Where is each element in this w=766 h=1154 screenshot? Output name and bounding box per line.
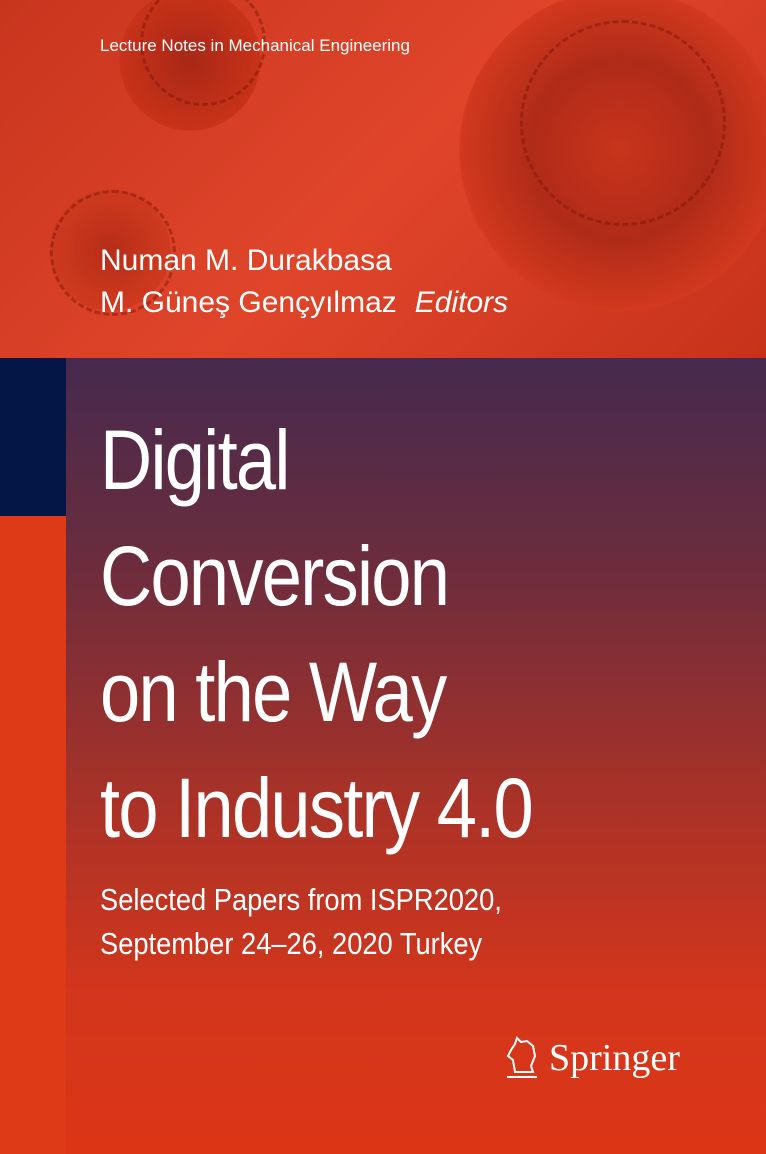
subtitle-line: September 24–26, 2020 Turkey: [100, 926, 483, 961]
navy-block: [0, 358, 66, 516]
series-name: Lecture Notes in Mechanical Engineering: [100, 36, 410, 55]
title-line: Digital: [100, 413, 290, 507]
title-panel: [66, 358, 766, 1154]
editor-name: Numan M. Durakbasa: [100, 244, 392, 277]
title-line: on the Way: [100, 645, 447, 739]
gear-icon: [520, 20, 726, 226]
title-line: Conversion: [100, 529, 450, 623]
editors-label: Editors: [414, 286, 509, 319]
subtitle-line: Selected Papers from ISPR2020,: [100, 882, 502, 917]
title-line: to Industry 4.0: [100, 761, 534, 855]
publisher-name: Springer: [549, 1037, 680, 1079]
cover-image-gears: [0, 0, 766, 358]
book-title: Digital Conversion on the Way to Industr…: [100, 402, 534, 866]
editors: Numan M. Durakbasa M. Güneş Gençyılmaz Ed…: [100, 240, 508, 324]
subtitle: Selected Papers from ISPR2020, September…: [100, 878, 502, 966]
publisher-logo: Springer: [505, 1036, 680, 1080]
gear-icon: [50, 190, 176, 316]
gear-icon: [140, 0, 266, 106]
editor-name: M. Güneş Gençyılmaz: [100, 286, 397, 319]
springer-horse-icon: [506, 1036, 537, 1078]
